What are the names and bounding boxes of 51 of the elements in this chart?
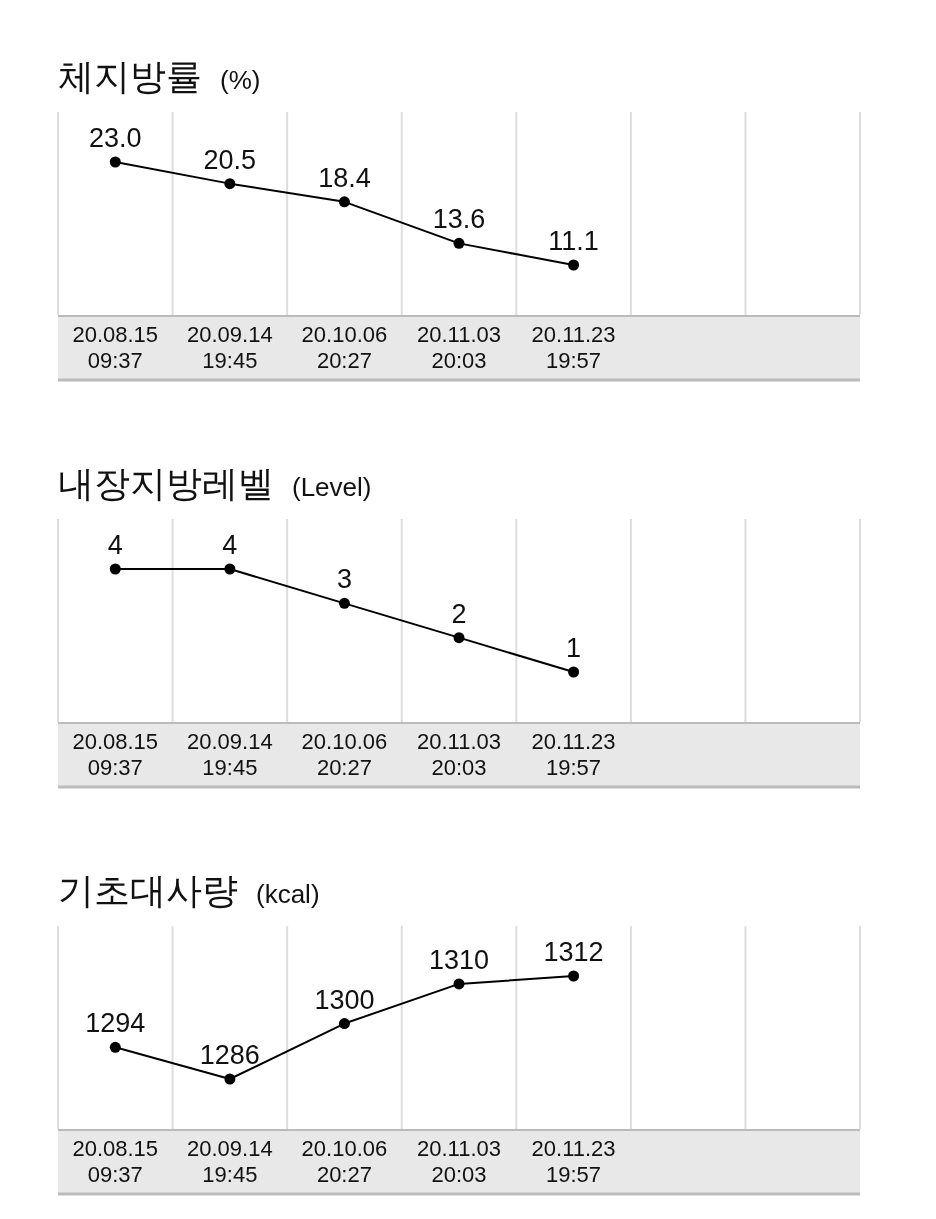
data-label: 2: [451, 598, 467, 629]
point: [568, 666, 580, 678]
data-label: 3: [336, 564, 352, 595]
point: [453, 632, 465, 644]
x-tick-label: 20.10.06 20:27: [301, 322, 388, 373]
point: [338, 1018, 350, 1030]
point: [224, 563, 236, 575]
chart-subtitle: (Level): [292, 472, 372, 502]
x-tick-label: 20.08.15 09:37: [72, 1136, 159, 1187]
chart-title: 내장지방레벨: [58, 463, 274, 504]
x-tick-label: 20.11.03 20:03: [416, 1136, 502, 1187]
data-label: 20.5: [203, 144, 257, 175]
point: [568, 970, 580, 982]
point: [224, 1073, 236, 1085]
data-label: 1: [566, 633, 582, 663]
point: [568, 259, 580, 271]
x-tick-label: 20.09.14 19:45: [187, 322, 273, 373]
x-tick-label: 20.08.15 09:37: [72, 322, 159, 373]
data-label: 11.1: [548, 226, 599, 256]
point: [453, 978, 465, 990]
data-label: 1286: [199, 1040, 260, 1070]
point: [109, 563, 121, 575]
data-label: 4: [222, 530, 238, 560]
x-tick-label: 20.10.06 20:27: [301, 1136, 388, 1187]
data-label: 18.4: [318, 162, 371, 193]
point: [224, 178, 236, 190]
x-tick-label: 20.11.23 19:57: [531, 1136, 616, 1187]
data-label: 23.0: [89, 123, 142, 153]
x-tick-label: 20.09.14 19:45: [187, 729, 273, 780]
point: [109, 1041, 121, 1053]
x-tick-label: 20.10.06 20:27: [301, 729, 388, 780]
chart-title: 기초대사량: [58, 870, 238, 911]
data-label: 1312: [543, 937, 604, 967]
x-tick-label: 20.11.23 19:57: [531, 322, 616, 373]
chart-subtitle: (kcal): [256, 879, 320, 909]
chart-title: 체지방률: [58, 56, 202, 97]
point: [338, 597, 350, 609]
data-label: 1310: [428, 944, 490, 975]
point: [338, 196, 350, 208]
x-tick-label: 20.11.03 20:03: [416, 729, 502, 780]
x-tick-label: 20.08.15 09:37: [72, 729, 159, 780]
x-tick-label: 20.11.03 20:03: [416, 322, 502, 373]
data-label: 1300: [314, 984, 375, 1015]
chart-subtitle: (%): [220, 65, 261, 95]
data-label: 13.6: [432, 204, 486, 235]
data-label: 4: [107, 530, 123, 560]
point: [453, 237, 465, 249]
data-label: 1294: [85, 1008, 146, 1039]
x-tick-label: 20.11.23 19:57: [531, 729, 616, 780]
x-tick-label: 20.09.14 19:45: [187, 1136, 273, 1187]
point: [109, 156, 121, 168]
